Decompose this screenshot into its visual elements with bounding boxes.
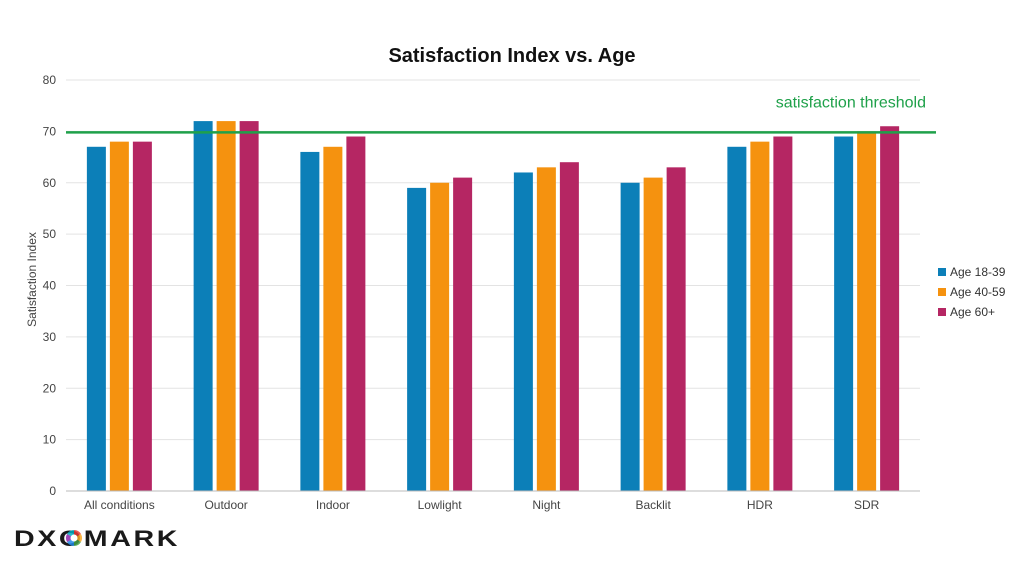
axes: 0 10 20 30 40 50 60 70 80 All conditions Outdoor In… <box>43 73 920 512</box>
y-tick-label: 80 <box>43 73 57 87</box>
bar <box>109 141 129 491</box>
bar <box>193 121 213 491</box>
aperture-segment <box>65 534 74 542</box>
bar <box>86 146 106 491</box>
y-tick-label: 40 <box>43 279 57 293</box>
x-tick-label: Backlit <box>635 498 671 512</box>
y-tick-label: 30 <box>43 330 57 344</box>
bar <box>857 131 877 491</box>
legend: Age 18-39 Age 40-59 Age 60+ <box>938 265 1006 319</box>
x-tick-label: All conditions <box>84 498 155 512</box>
y-tick-label: 20 <box>43 381 57 395</box>
bar <box>300 151 320 492</box>
bar <box>453 177 473 492</box>
bar <box>407 187 427 491</box>
legend-label: Age 40-59 <box>950 285 1006 299</box>
x-tick-label: Night <box>532 498 561 512</box>
x-tick-label: Outdoor <box>204 498 247 512</box>
dxomark-logo: DXOMARK <box>14 526 180 551</box>
aperture-center <box>70 534 78 542</box>
bars <box>86 121 900 492</box>
bar <box>536 167 556 491</box>
bar <box>559 162 579 491</box>
x-tick-label: SDR <box>854 498 880 512</box>
bar <box>834 136 854 491</box>
bar <box>239 121 259 491</box>
x-tick-label: Indoor <box>316 498 350 512</box>
bar <box>132 141 152 491</box>
logo-wordmark: DXOMARK <box>14 526 180 551</box>
bar <box>346 136 366 491</box>
bar <box>773 136 793 491</box>
y-tick-label: 50 <box>43 227 57 241</box>
x-tick-label: Lowlight <box>418 498 463 512</box>
bar <box>323 146 343 491</box>
threshold-group: satisfaction threshold <box>66 94 936 134</box>
y-tick-label: 0 <box>49 484 56 498</box>
bar <box>727 146 747 491</box>
bar <box>880 126 900 492</box>
aperture-segment <box>74 534 83 542</box>
legend-swatch <box>938 308 946 316</box>
chart-title: Satisfaction Index vs. Age <box>388 45 635 67</box>
bar <box>430 182 450 491</box>
y-tick-label: 10 <box>43 433 57 447</box>
bar <box>513 172 533 491</box>
aperture-icon <box>65 530 83 547</box>
bar <box>666 167 686 491</box>
bar <box>620 182 640 491</box>
bar <box>216 121 236 491</box>
y-axis-title: Satisfaction Index <box>25 232 39 327</box>
legend-label: Age 18-39 <box>950 265 1006 279</box>
x-tick-label: HDR <box>747 498 773 512</box>
threshold-label: satisfaction threshold <box>776 94 926 111</box>
bar <box>643 177 663 492</box>
legend-swatch <box>938 288 946 296</box>
bar <box>750 141 770 491</box>
y-tick-label: 70 <box>43 124 57 138</box>
legend-swatch <box>938 268 946 276</box>
legend-label: Age 60+ <box>950 305 995 319</box>
y-tick-label: 60 <box>43 176 57 190</box>
